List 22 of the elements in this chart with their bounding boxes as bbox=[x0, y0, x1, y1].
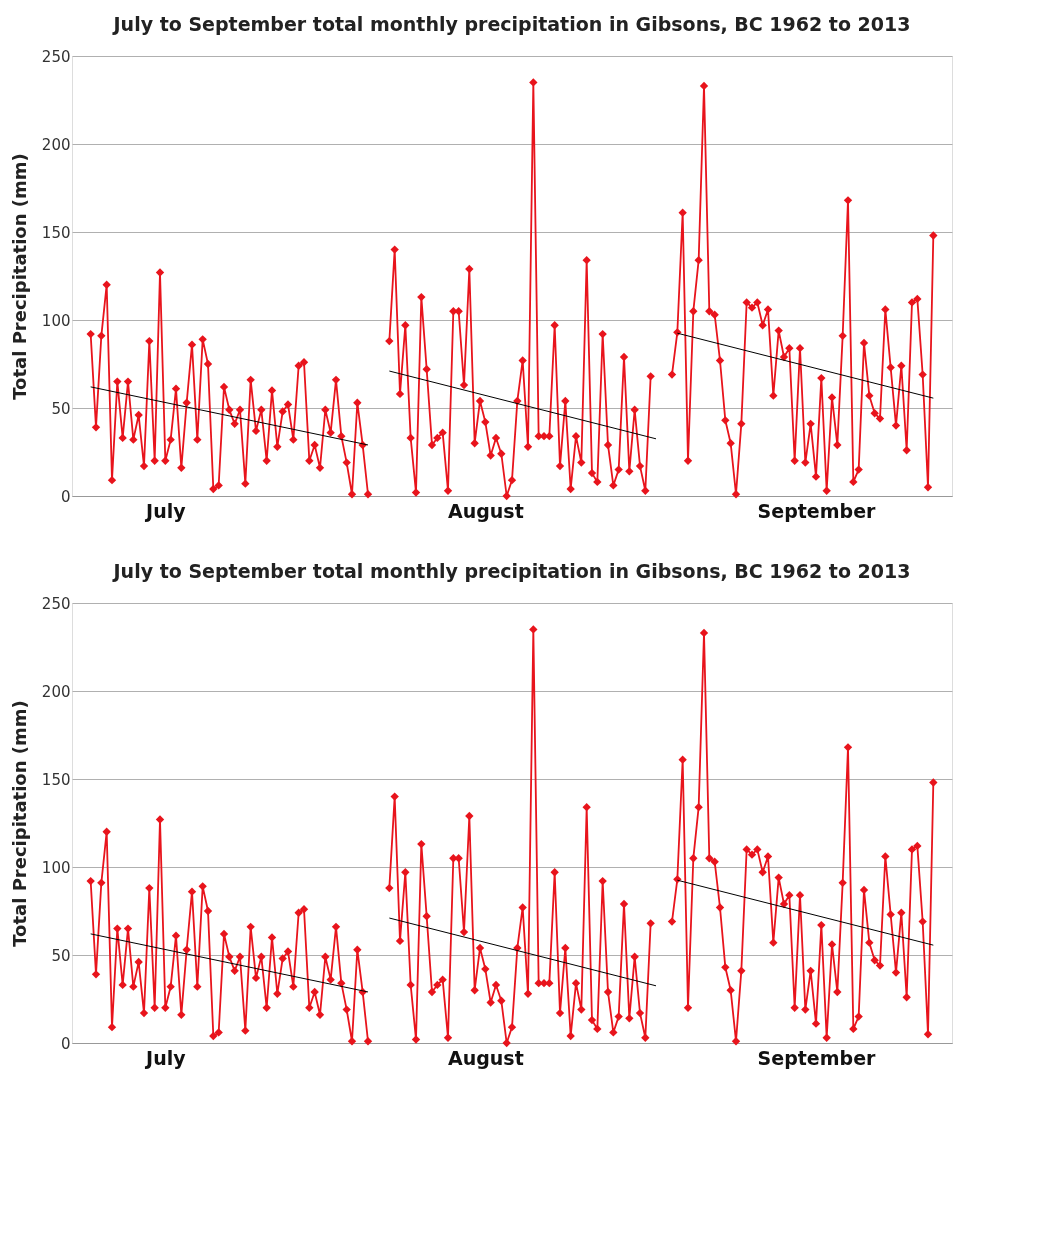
y-axis-title: Total Precipitation (mm) bbox=[8, 700, 30, 947]
y-tick-label: 200 bbox=[41, 682, 71, 701]
y-tick-label: 150 bbox=[41, 770, 71, 789]
y-tick-label: 50 bbox=[51, 399, 71, 418]
y-tick-label: 250 bbox=[41, 47, 71, 66]
x-tick-label: August bbox=[447, 1046, 524, 1069]
chart-title: July to September total monthly precipitation in Gibsons, BC 1962 to 2013 bbox=[111, 560, 911, 582]
x-tick-label: August bbox=[447, 499, 524, 522]
y-axis-title: Total Precipitation (mm) bbox=[8, 153, 30, 400]
x-tick-label: September bbox=[757, 1046, 877, 1069]
chart-title: July to September total monthly precipitation in Gibsons, BC 1962 to 2013 bbox=[111, 13, 911, 35]
x-tick-label: September bbox=[757, 499, 877, 522]
y-tick-label: 100 bbox=[41, 858, 71, 877]
y-tick-label: 100 bbox=[41, 311, 71, 330]
y-tick-label: 150 bbox=[41, 223, 71, 242]
y-tick-label: 250 bbox=[41, 594, 71, 613]
y-tick-label: 50 bbox=[51, 946, 71, 965]
y-tick-label: 0 bbox=[60, 487, 71, 506]
y-tick-label: 200 bbox=[41, 135, 71, 154]
x-tick-label: July bbox=[144, 1046, 187, 1069]
y-tick-label: 0 bbox=[60, 1034, 71, 1053]
x-tick-label: July bbox=[144, 499, 187, 522]
